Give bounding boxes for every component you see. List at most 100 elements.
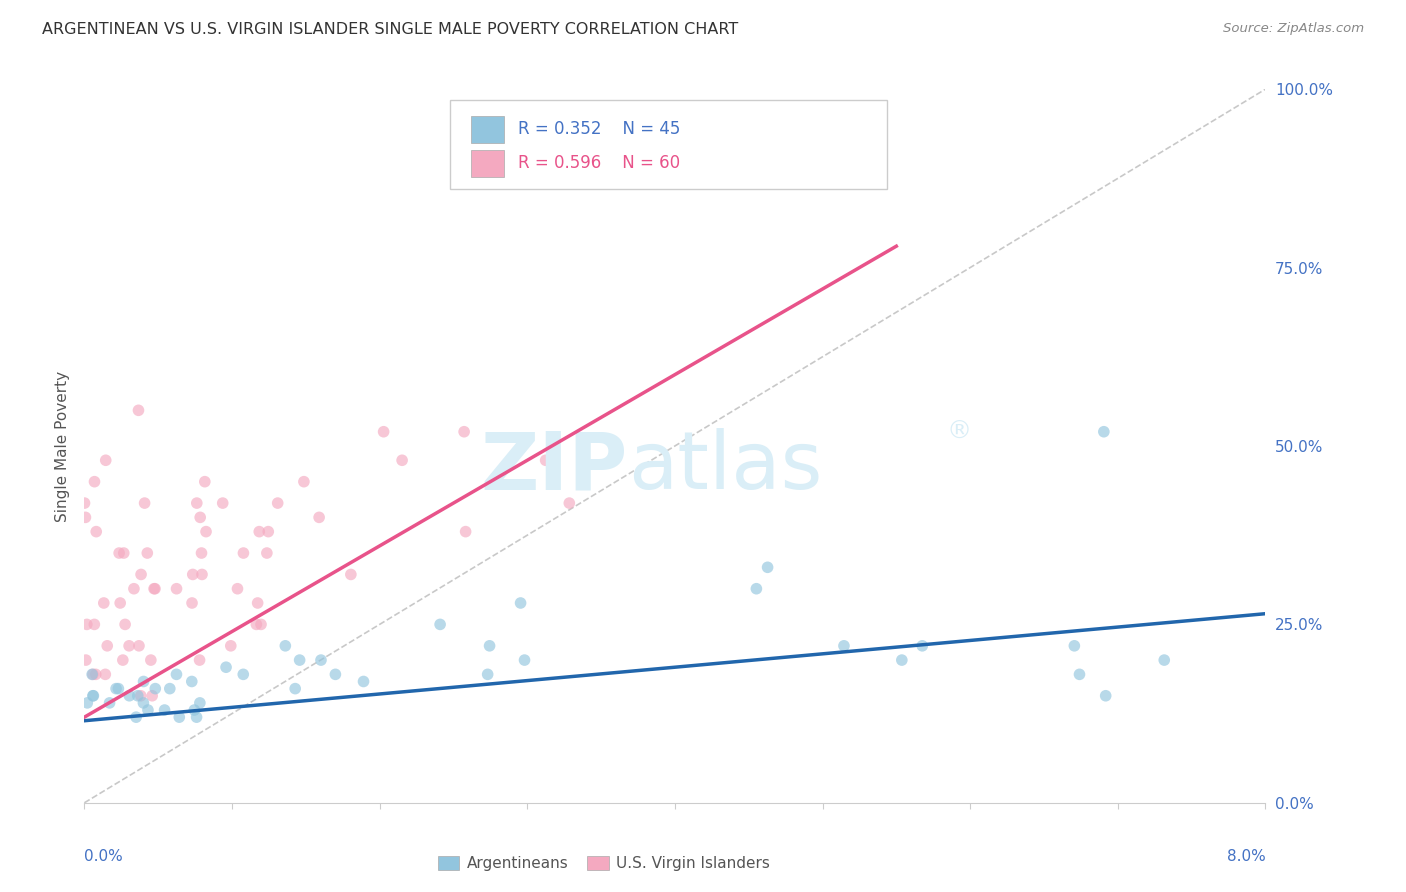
Point bbox=[75, 510, 97, 524]
Point bbox=[429, 617, 451, 632]
Point bbox=[128, 639, 150, 653]
Point bbox=[1094, 689, 1116, 703]
Point bbox=[340, 567, 363, 582]
Point bbox=[83, 617, 105, 632]
Text: ZIP: ZIP bbox=[481, 428, 627, 507]
Point bbox=[247, 524, 270, 539]
Point bbox=[82, 667, 104, 681]
Point bbox=[911, 639, 934, 653]
Point bbox=[756, 560, 779, 574]
Point bbox=[180, 674, 202, 689]
Point bbox=[141, 689, 163, 703]
Point bbox=[132, 696, 155, 710]
Point bbox=[136, 703, 159, 717]
Point bbox=[127, 689, 149, 703]
Point bbox=[232, 667, 254, 681]
Text: atlas: atlas bbox=[627, 428, 823, 507]
Point bbox=[96, 639, 118, 653]
Point bbox=[159, 681, 181, 696]
Bar bbox=[471, 116, 503, 143]
Point bbox=[166, 667, 188, 681]
Point bbox=[353, 674, 375, 689]
Point bbox=[108, 546, 131, 560]
Point bbox=[1063, 639, 1085, 653]
Point bbox=[181, 596, 204, 610]
Point bbox=[194, 475, 217, 489]
Text: R = 0.352    N = 45: R = 0.352 N = 45 bbox=[517, 120, 681, 138]
Point bbox=[94, 667, 117, 681]
Point bbox=[191, 567, 214, 582]
Point bbox=[84, 524, 107, 539]
Point bbox=[132, 674, 155, 689]
Point bbox=[257, 524, 280, 539]
Point bbox=[288, 653, 311, 667]
Point bbox=[250, 617, 273, 632]
Point bbox=[143, 582, 166, 596]
Point bbox=[136, 546, 159, 560]
Point bbox=[73, 496, 96, 510]
Point bbox=[108, 596, 131, 610]
Point bbox=[284, 681, 307, 696]
Text: ®: ® bbox=[946, 420, 972, 443]
Point bbox=[127, 403, 149, 417]
Text: Source: ZipAtlas.com: Source: ZipAtlas.com bbox=[1223, 22, 1364, 36]
Point bbox=[513, 653, 536, 667]
Point bbox=[211, 496, 233, 510]
Point bbox=[890, 653, 912, 667]
Point bbox=[190, 546, 212, 560]
Point bbox=[76, 696, 98, 710]
Text: 0.0%: 0.0% bbox=[84, 849, 124, 864]
Point bbox=[114, 617, 136, 632]
Point bbox=[1153, 653, 1175, 667]
Point bbox=[181, 567, 204, 582]
Text: R = 0.596    N = 60: R = 0.596 N = 60 bbox=[517, 154, 681, 172]
Point bbox=[226, 582, 249, 596]
Point bbox=[509, 596, 531, 610]
Point bbox=[129, 567, 152, 582]
Point bbox=[215, 660, 238, 674]
Point bbox=[391, 453, 413, 467]
Point bbox=[454, 524, 477, 539]
Point bbox=[256, 546, 278, 560]
Point bbox=[139, 653, 162, 667]
Point bbox=[98, 696, 121, 710]
Point bbox=[125, 710, 148, 724]
Point bbox=[82, 689, 104, 703]
Point bbox=[477, 667, 499, 681]
Point bbox=[122, 582, 145, 596]
Point bbox=[118, 689, 141, 703]
Point bbox=[112, 546, 135, 560]
Point bbox=[188, 653, 211, 667]
Point bbox=[186, 710, 208, 724]
Point bbox=[134, 496, 156, 510]
Point bbox=[558, 496, 581, 510]
Legend: Argentineans, U.S. Virgin Islanders: Argentineans, U.S. Virgin Islanders bbox=[432, 849, 776, 877]
Y-axis label: Single Male Poverty: Single Male Poverty bbox=[55, 370, 70, 522]
Point bbox=[308, 510, 330, 524]
Point bbox=[274, 639, 297, 653]
Point bbox=[195, 524, 218, 539]
Point bbox=[1092, 425, 1115, 439]
Point bbox=[453, 425, 475, 439]
Text: ARGENTINEAN VS U.S. VIRGIN ISLANDER SINGLE MALE POVERTY CORRELATION CHART: ARGENTINEAN VS U.S. VIRGIN ISLANDER SING… bbox=[42, 22, 738, 37]
Point bbox=[534, 453, 557, 467]
Point bbox=[166, 582, 188, 596]
Point bbox=[153, 703, 176, 717]
Point bbox=[188, 510, 211, 524]
Point bbox=[169, 710, 191, 724]
Point bbox=[94, 453, 117, 467]
Point bbox=[107, 681, 129, 696]
Point bbox=[118, 639, 141, 653]
Point bbox=[111, 653, 134, 667]
Point bbox=[82, 667, 104, 681]
Point bbox=[82, 689, 104, 703]
Point bbox=[246, 596, 269, 610]
Point bbox=[93, 596, 115, 610]
Point bbox=[309, 653, 332, 667]
Point bbox=[267, 496, 290, 510]
Point bbox=[143, 681, 166, 696]
Point bbox=[105, 681, 128, 696]
Point bbox=[292, 475, 315, 489]
Point bbox=[129, 689, 152, 703]
FancyBboxPatch shape bbox=[450, 100, 887, 189]
